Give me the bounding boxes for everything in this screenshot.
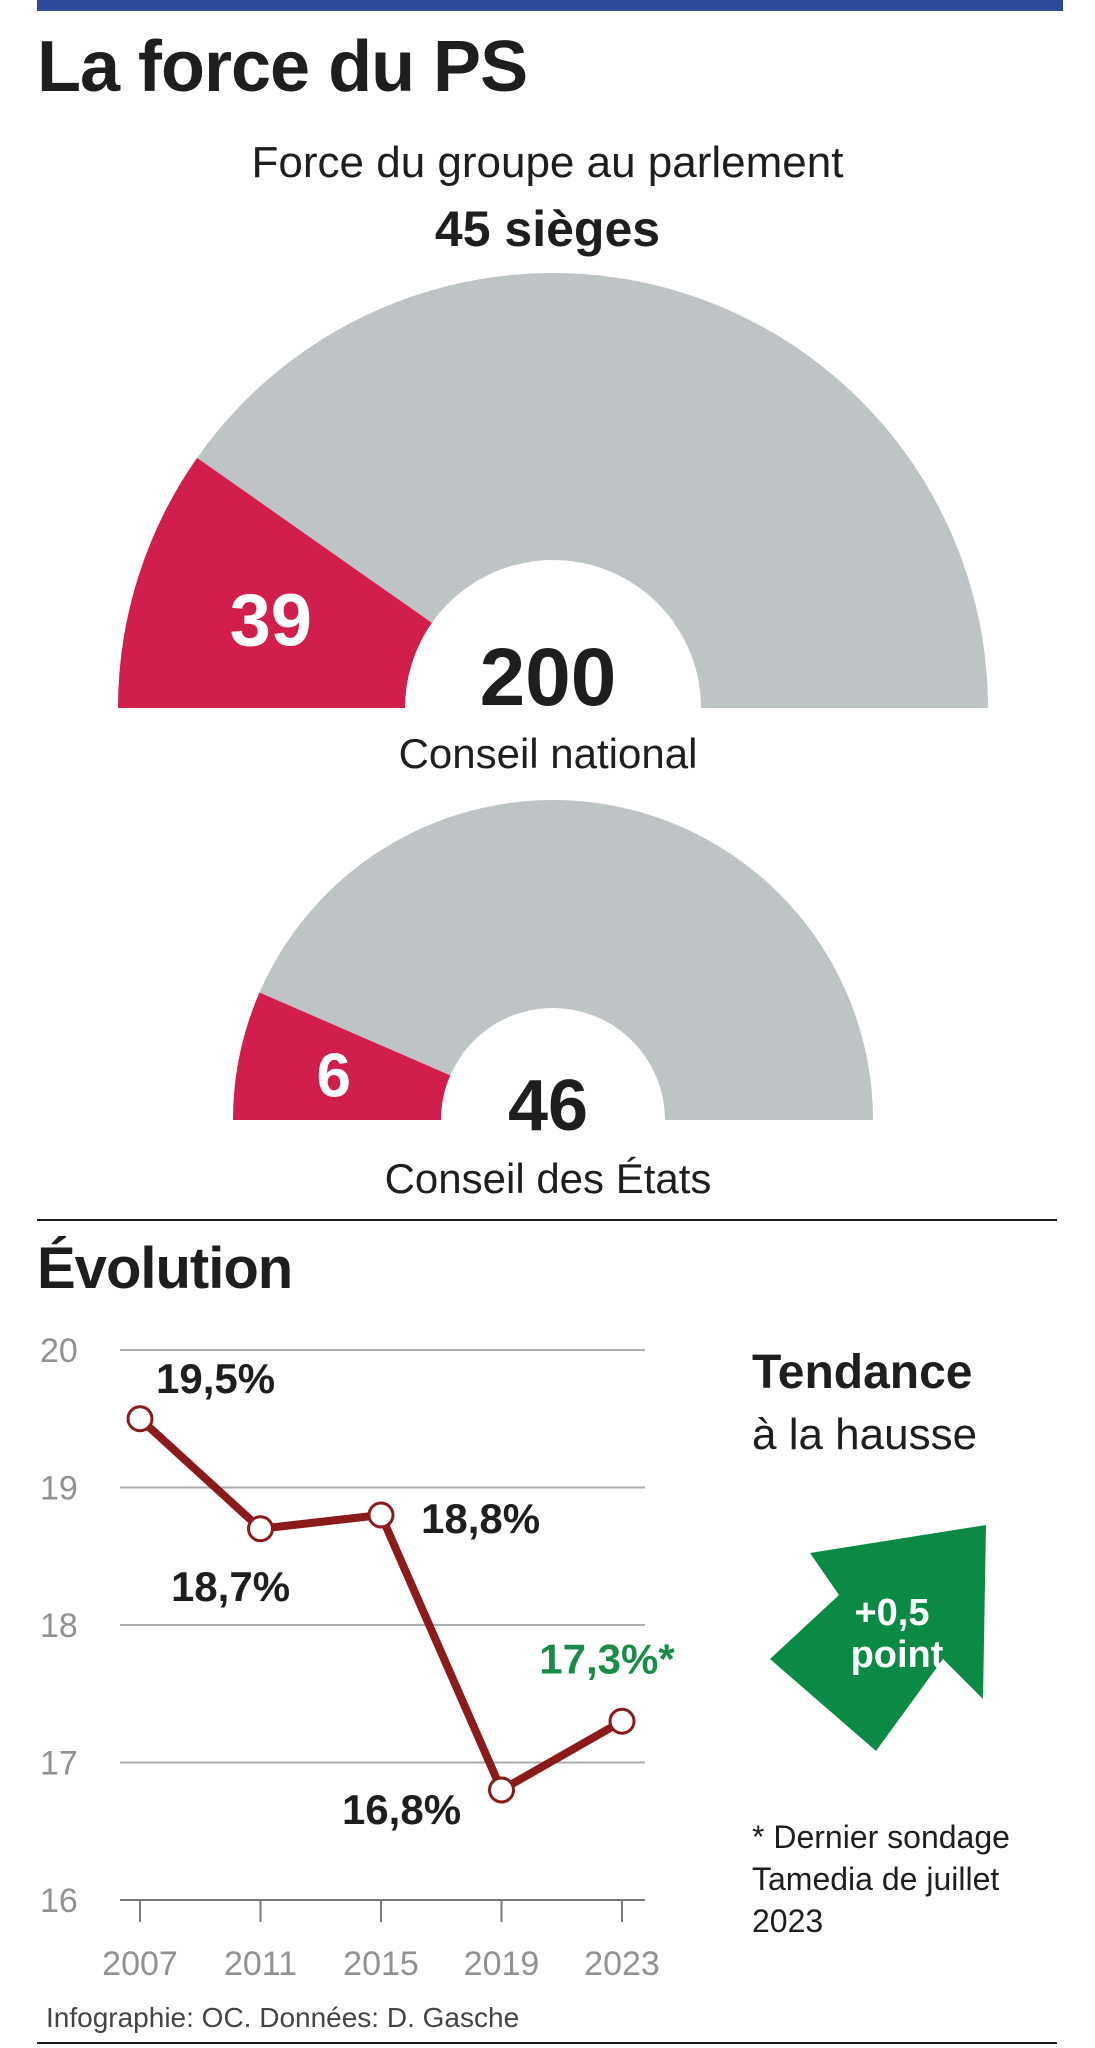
chart-subtitle: Force du groupe au parlement: [251, 138, 844, 187]
x-tick-label: 2023: [584, 1945, 660, 1983]
y-tick-label: 16: [40, 1882, 78, 1920]
seats-ps-arc: [233, 992, 451, 1120]
section-divider: [37, 1219, 1057, 1221]
x-tick-label: 2015: [343, 1945, 419, 1983]
total-seat-count: 200: [480, 632, 617, 723]
top-accent-bar: [37, 0, 1063, 11]
seats-others-arc: [259, 799, 873, 1120]
seats-others-arc: [197, 273, 989, 708]
data-point: [488, 1776, 515, 1804]
page-title: La force du PS: [37, 27, 528, 107]
data-point: [367, 1501, 395, 1529]
parliament-charts: 39 200 Conseil national 6 46 Conseil des État…: [117, 273, 989, 1202]
x-tick-label: 2011: [224, 1945, 297, 1983]
footnote: * Dernier sondage Tamedia de juillet 202…: [752, 1819, 1010, 1939]
seats-ps-arc: [117, 457, 432, 708]
ps-seat-count: 39: [230, 578, 312, 661]
up-arrow-icon: +0,5 point: [770, 1525, 986, 1751]
arrow-shape: [770, 1525, 986, 1751]
data-label: 19,5%: [156, 1355, 275, 1402]
evolution-line-chart: 16 17 18 19 20 2007 2011 2015 2019 2023 19,5% 18,7%…: [40, 1332, 675, 1983]
seats-total: 45 sièges: [434, 201, 661, 257]
y-tick-label: 20: [40, 1332, 78, 1370]
ps-seat-count: 6: [316, 1042, 350, 1111]
data-point: [608, 1707, 636, 1735]
x-tick-label: 2019: [464, 1945, 540, 1983]
data-point: [126, 1405, 154, 1433]
chamber-name: Conseil des États: [385, 1155, 712, 1202]
data-label: 18,7%: [171, 1563, 290, 1610]
total-seat-count: 46: [508, 1066, 588, 1146]
data-point: [247, 1515, 274, 1543]
bottom-rule: [37, 2042, 1057, 2044]
y-tick-label: 19: [40, 1470, 78, 1508]
evolution-title: Évolution: [37, 1236, 293, 1301]
credit: Infographie: OC. Données: D. Gasche: [46, 2002, 520, 2033]
data-label: 18,8%: [421, 1495, 540, 1542]
x-tick-label: 2007: [102, 1945, 178, 1983]
arrow-text-value: +0,5: [854, 1592, 929, 1634]
data-label: 16,8%: [342, 1786, 461, 1833]
arrow-text-unit: point: [851, 1634, 944, 1676]
chamber-name: Conseil national: [399, 730, 698, 777]
trend-title: Tendance: [752, 1346, 973, 1399]
y-tick-label: 17: [40, 1745, 78, 1783]
y-tick-label: 18: [40, 1607, 78, 1645]
trend-subtitle: à la hausse: [752, 1410, 978, 1459]
data-label: 17,3%*: [539, 1635, 675, 1682]
